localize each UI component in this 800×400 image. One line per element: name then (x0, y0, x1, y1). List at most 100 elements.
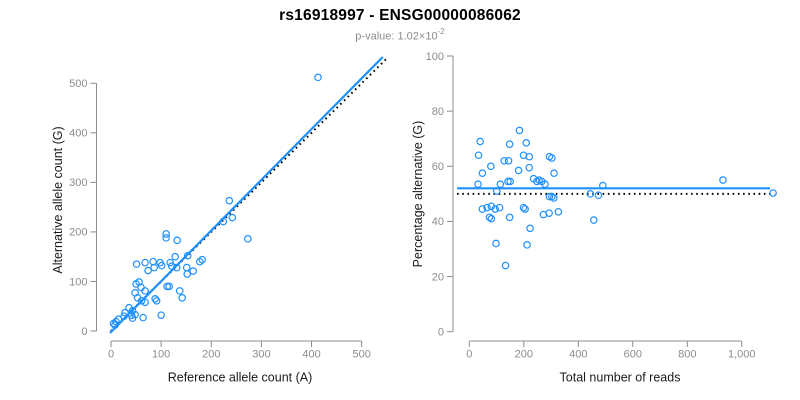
y-tick-label: 0 (81, 326, 87, 338)
data-point (501, 261, 510, 270)
data-point (120, 312, 128, 320)
right-scatter-percentage-vs-reads: Total number of reads Percentage alterna… (411, 51, 777, 385)
data-point (178, 294, 186, 302)
data-point (492, 239, 500, 248)
x-tick-label: 500 (352, 349, 370, 361)
data-point (162, 234, 170, 242)
data-point (165, 282, 173, 291)
data-point (139, 313, 147, 322)
data-point (175, 287, 184, 295)
data-point (228, 213, 237, 222)
data-point (541, 180, 549, 189)
data-point (487, 162, 495, 171)
data-point (483, 203, 491, 212)
x-tick-label: 1,000 (728, 349, 756, 361)
y-tick-label: 100 (69, 276, 87, 288)
data-point (157, 261, 166, 270)
y-tick-label: 80 (432, 106, 444, 118)
data-point (554, 207, 563, 216)
data-point (195, 257, 204, 266)
data-point (111, 321, 119, 329)
data-point (548, 192, 556, 201)
figure-subtitle: p-value: 1.02×10-2 (0, 27, 800, 43)
y-tick-label: 60 (432, 161, 444, 173)
data-point (514, 166, 523, 175)
data-point (182, 263, 191, 272)
data-point (162, 230, 170, 238)
x-axis-label: Total number of reads (560, 371, 681, 385)
data-point (167, 262, 176, 270)
data-point (157, 311, 165, 319)
data-point (141, 287, 149, 295)
y-tick-label: 200 (69, 227, 87, 239)
data-point (526, 224, 534, 233)
data-point (545, 192, 554, 201)
data-point (151, 294, 159, 303)
data-point (127, 311, 136, 319)
data-point (505, 140, 514, 149)
data-point (493, 187, 501, 195)
x-tick-label: 0 (466, 349, 472, 361)
left-scatter-allele-counts: Reference allele count (A) Alternative a… (51, 56, 387, 385)
data-point (150, 263, 158, 272)
x-tick-label: 100 (152, 349, 170, 361)
data-point (121, 308, 129, 317)
data-point (599, 181, 607, 190)
data-point (476, 137, 484, 146)
data-point (133, 294, 142, 302)
data-point (171, 252, 179, 261)
data-point (474, 180, 482, 189)
x-tick-label: 200 (515, 349, 533, 361)
pvalue-exponent: -2 (437, 27, 445, 36)
data-point (144, 266, 152, 275)
x-tick-label: 300 (252, 349, 270, 361)
y-tick-label: 40 (432, 216, 444, 228)
data-point (183, 270, 191, 278)
data-point (550, 169, 558, 177)
data-point (225, 196, 234, 205)
data-point (166, 258, 174, 267)
figure-header: rs16918997 - ENSG00000086062 p-value: 1.… (0, 7, 800, 43)
data-point (173, 236, 181, 245)
data-point (172, 263, 181, 272)
data-point (504, 156, 513, 165)
data-point (506, 177, 514, 186)
data-point (141, 258, 149, 267)
data-point (132, 260, 141, 268)
data-point (525, 163, 534, 172)
x-tick-label: 200 (202, 349, 220, 361)
data-point (594, 191, 603, 200)
data-point (189, 267, 198, 275)
data-point (244, 235, 252, 243)
data-point (219, 217, 228, 226)
data-point (549, 194, 558, 202)
data-point (515, 126, 524, 135)
y-tick-label: 300 (69, 177, 87, 189)
figure-title: rs16918997 - ENSG00000086062 (279, 7, 521, 24)
data-point (141, 298, 149, 307)
y-tick-label: 20 (432, 271, 444, 283)
data-point (548, 154, 556, 162)
data-point (149, 257, 157, 266)
data-point (525, 152, 534, 161)
data-point (590, 216, 598, 224)
data-point (521, 205, 529, 213)
data-point (474, 151, 483, 160)
y-tick-label: 500 (69, 78, 87, 90)
pvalue-text: p-value: 1.02×10 (355, 30, 438, 43)
data-point (505, 213, 514, 222)
data-point (487, 214, 496, 223)
data-point (109, 319, 118, 328)
data-point (522, 139, 531, 147)
x-axis-label: Reference allele count (A) (168, 371, 313, 385)
data-point (183, 251, 192, 260)
data-point (586, 190, 595, 198)
x-tick-label: 400 (302, 349, 320, 361)
data-point (478, 169, 487, 177)
data-point (152, 296, 161, 305)
y-tick-label: 100 (426, 51, 444, 63)
data-point (485, 213, 494, 222)
data-point (491, 205, 499, 213)
